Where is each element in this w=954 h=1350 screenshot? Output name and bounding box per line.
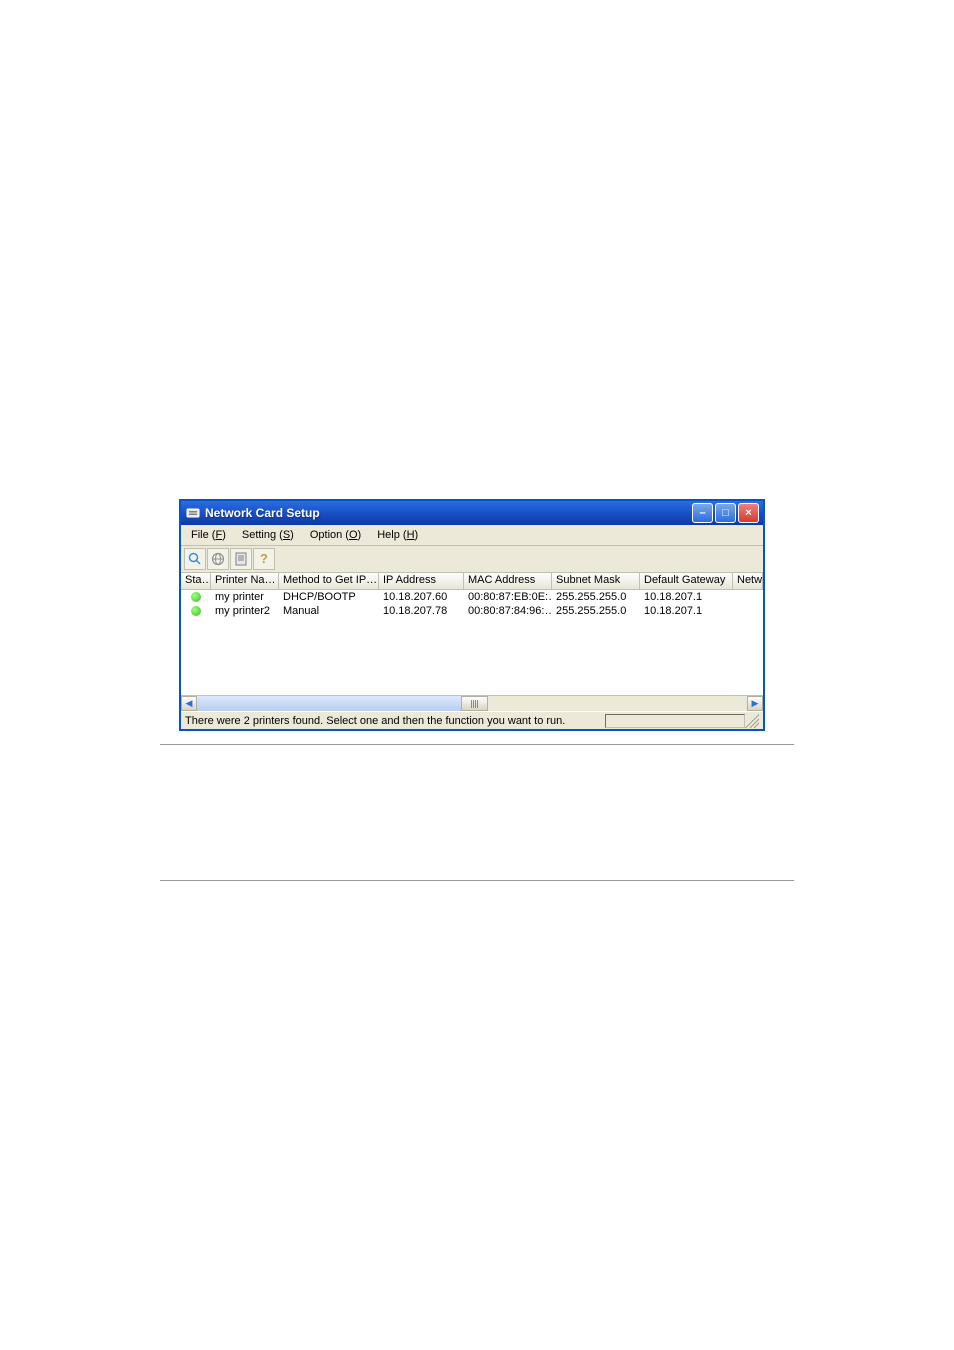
cell-ip: 10.18.207.78 bbox=[379, 605, 464, 617]
cell-mac: 00:80:87:EB:0E:… bbox=[464, 591, 552, 603]
close-button[interactable]: × bbox=[738, 503, 759, 523]
minimize-icon: – bbox=[699, 507, 705, 519]
titlebar-buttons: – □ × bbox=[692, 503, 759, 523]
close-icon: × bbox=[745, 507, 751, 519]
statusbar: There were 2 printers found. Select one … bbox=[181, 711, 763, 729]
list-header: Sta… Printer Na… Method to Get IP… IP Ad… bbox=[181, 573, 763, 590]
scroll-right-button[interactable]: ▶ bbox=[747, 696, 763, 711]
globe-icon bbox=[210, 551, 226, 567]
col-header-netw[interactable]: Netw bbox=[733, 573, 763, 589]
status-dot-icon bbox=[191, 606, 201, 616]
col-header-gateway[interactable]: Default Gateway bbox=[640, 573, 733, 589]
col-header-status[interactable]: Sta… bbox=[181, 573, 211, 589]
scroll-left-button[interactable]: ◀ bbox=[181, 696, 197, 711]
minimize-button[interactable]: – bbox=[692, 503, 713, 523]
menu-option-label: Option (O) bbox=[310, 529, 361, 541]
chevron-right-icon: ▶ bbox=[752, 698, 759, 709]
toolbar-search-button[interactable] bbox=[184, 548, 206, 570]
app-icon bbox=[185, 505, 201, 521]
cell-mac: 00:80:87:84:96:… bbox=[464, 605, 552, 617]
table-row[interactable]: my printer2 Manual 10.18.207.78 00:80:87… bbox=[181, 604, 763, 618]
cell-subnet: 255.255.255.0 bbox=[552, 605, 640, 617]
menu-file-label: File (F) bbox=[191, 529, 226, 541]
page-divider-top bbox=[160, 744, 794, 745]
app-window: Network Card Setup – □ × File (F) Settin… bbox=[179, 499, 765, 731]
col-header-subnet[interactable]: Subnet Mask bbox=[552, 573, 640, 589]
svg-text:?: ? bbox=[260, 551, 268, 566]
cell-gateway: 10.18.207.1 bbox=[640, 605, 733, 617]
help-icon: ? bbox=[256, 551, 272, 567]
printer-list: Sta… Printer Na… Method to Get IP… IP Ad… bbox=[181, 573, 763, 711]
page-divider-bottom bbox=[160, 880, 794, 881]
cell-subnet: 255.255.255.0 bbox=[552, 591, 640, 603]
resize-grip[interactable] bbox=[745, 714, 759, 728]
cell-printer-name: my printer bbox=[211, 591, 279, 603]
cell-method: DHCP/BOOTP bbox=[279, 591, 379, 603]
toolbar-help-button[interactable]: ? bbox=[253, 548, 275, 570]
table-row[interactable]: my printer DHCP/BOOTP 10.18.207.60 00:80… bbox=[181, 590, 763, 604]
menu-help-label: Help (H) bbox=[377, 529, 418, 541]
toolbar: ? bbox=[181, 546, 763, 573]
menu-setting[interactable]: Setting (S) bbox=[236, 527, 300, 543]
menu-file[interactable]: File (F) bbox=[185, 527, 232, 543]
cell-ip: 10.18.207.60 bbox=[379, 591, 464, 603]
maximize-button[interactable]: □ bbox=[715, 503, 736, 523]
grip-icon bbox=[471, 700, 479, 708]
toolbar-settings-button[interactable] bbox=[230, 548, 252, 570]
cell-status bbox=[181, 592, 211, 602]
cell-method: Manual bbox=[279, 605, 379, 617]
status-dot-icon bbox=[191, 592, 201, 602]
col-header-method[interactable]: Method to Get IP… bbox=[279, 573, 379, 589]
window-title: Network Card Setup bbox=[205, 506, 692, 520]
chevron-left-icon: ◀ bbox=[186, 698, 193, 709]
menu-help[interactable]: Help (H) bbox=[371, 527, 424, 543]
settings-page-icon bbox=[233, 551, 249, 567]
horizontal-scrollbar[interactable]: ◀ ▶ bbox=[181, 695, 763, 711]
scroll-thumb[interactable] bbox=[461, 696, 488, 711]
menubar: File (F) Setting (S) Option (O) Help (H) bbox=[181, 525, 763, 546]
col-header-ip[interactable]: IP Address bbox=[379, 573, 464, 589]
cell-status bbox=[181, 606, 211, 616]
cell-gateway: 10.18.207.1 bbox=[640, 591, 733, 603]
menu-option[interactable]: Option (O) bbox=[304, 527, 367, 543]
scroll-track-inactive bbox=[488, 696, 747, 711]
cell-printer-name: my printer2 bbox=[211, 605, 279, 617]
titlebar[interactable]: Network Card Setup – □ × bbox=[181, 501, 763, 525]
maximize-icon: □ bbox=[722, 507, 729, 519]
status-pane bbox=[605, 714, 745, 728]
list-body[interactable]: my printer DHCP/BOOTP 10.18.207.60 00:80… bbox=[181, 590, 763, 695]
col-header-mac[interactable]: MAC Address bbox=[464, 573, 552, 589]
scroll-track[interactable] bbox=[197, 696, 461, 711]
search-icon bbox=[187, 551, 203, 567]
status-text: There were 2 printers found. Select one … bbox=[185, 715, 601, 727]
col-header-printer-name[interactable]: Printer Na… bbox=[211, 573, 279, 589]
toolbar-globe-button[interactable] bbox=[207, 548, 229, 570]
menu-setting-label: Setting (S) bbox=[242, 529, 294, 541]
